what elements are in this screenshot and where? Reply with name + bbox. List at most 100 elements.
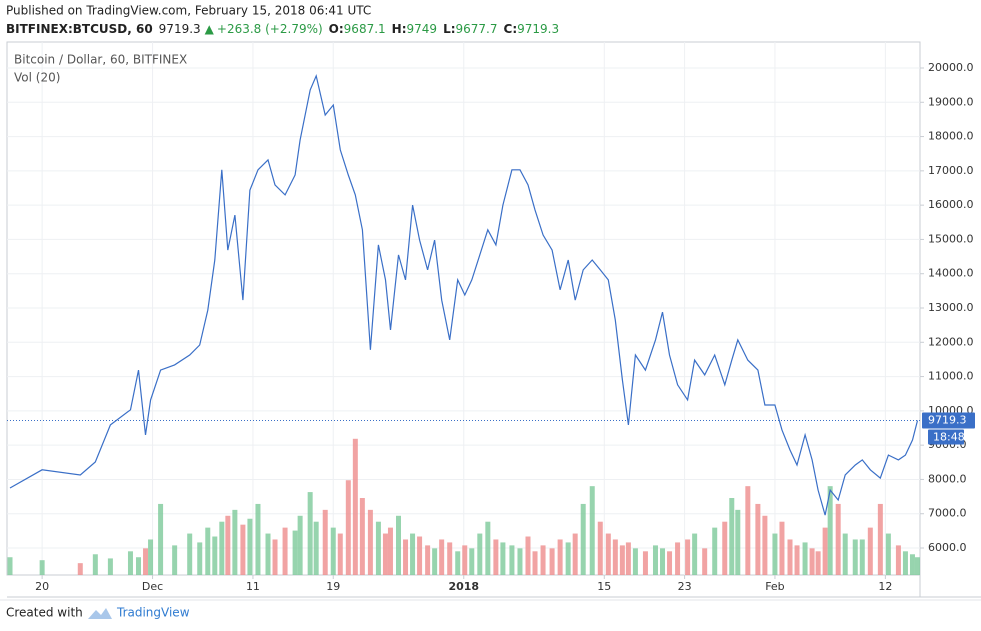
- volume-bar: [247, 518, 253, 575]
- ohlc-label: L:: [443, 22, 455, 36]
- y-tick-label: 13000.0: [928, 301, 974, 314]
- volume-bar: [772, 533, 778, 575]
- y-tick-label: 19000.0: [928, 95, 974, 108]
- volume-bar: [322, 509, 328, 575]
- volume-bar: [509, 545, 515, 575]
- volume-bar: [835, 503, 841, 575]
- volume-bar: [172, 545, 178, 575]
- volume-bar: [107, 558, 113, 575]
- plot: [7, 73, 920, 516]
- volume-bar: [625, 542, 631, 575]
- volume-bar: [297, 515, 303, 575]
- created-with: Created with: [6, 606, 83, 620]
- volume-bar: [77, 563, 83, 575]
- volume-bar: [540, 545, 546, 575]
- volume-bar: [469, 548, 475, 575]
- volume-bar: [702, 548, 708, 575]
- volume-bar: [462, 545, 468, 575]
- volume-bar: [307, 492, 313, 575]
- x-tick-label: Dec: [142, 580, 163, 593]
- volume-bar: [914, 557, 920, 575]
- volume-bar: [867, 527, 873, 575]
- volume-bar: [212, 536, 218, 575]
- volume-bar: [143, 548, 149, 575]
- volume-bar: [619, 545, 625, 575]
- volume-bar: [859, 539, 865, 575]
- volume-bar: [197, 542, 203, 575]
- volume-bar: [572, 533, 578, 575]
- ohlc-label: C:: [504, 22, 518, 36]
- change: +263.8 (+2.79%): [217, 22, 323, 36]
- volume-bar: [493, 539, 499, 575]
- volume-bar: [337, 533, 343, 575]
- volume-bar: [597, 521, 603, 575]
- countdown-box: [928, 429, 964, 445]
- volume-bar: [136, 557, 142, 575]
- volume-bar: [755, 503, 761, 575]
- volume-bar: [815, 551, 821, 575]
- ohlc-label: H:: [392, 22, 407, 36]
- volume-bar: [675, 542, 681, 575]
- y-tick-label: 20000.0: [928, 61, 974, 74]
- volume-bar: [485, 521, 491, 575]
- volume-bar: [439, 539, 445, 575]
- y-tick-label: 14000.0: [928, 267, 974, 280]
- x-tick-label: 11: [246, 580, 260, 593]
- y-tick-label: 17000.0: [928, 164, 974, 177]
- y-tick-label: 15000.0: [928, 232, 974, 245]
- countdown-label: 18:48: [933, 430, 965, 443]
- volume-bar: [827, 486, 833, 575]
- published: Published on TradingView.com, February 1…: [6, 4, 371, 18]
- volume-bar: [652, 545, 658, 575]
- volume-bar: [292, 530, 298, 575]
- volume-bar: [375, 521, 381, 575]
- volume-bar: [842, 533, 848, 575]
- axes: 6000.07000.08000.09000.010000.011000.012…: [35, 61, 975, 593]
- volume-bar: [517, 548, 523, 575]
- volume-bar: [330, 527, 336, 575]
- y-tick-label: 7000.0: [928, 507, 967, 520]
- volume-bar: [762, 515, 768, 575]
- volume-bar: [885, 533, 891, 575]
- x-tick-label: 2018: [448, 580, 479, 593]
- volume-bar: [92, 554, 98, 575]
- volume-bar: [39, 560, 45, 575]
- volume-bar: [632, 548, 638, 575]
- y-tick-label: 12000.0: [928, 335, 974, 348]
- volume-bar: [359, 498, 365, 575]
- volume-bar: [685, 539, 691, 575]
- last-price-label: 9719.3: [928, 413, 967, 426]
- volume-bar: [565, 542, 571, 575]
- brand[interactable]: TradingView: [116, 606, 190, 620]
- logo: [88, 608, 112, 619]
- volume-bar: [802, 542, 808, 575]
- grid: [7, 42, 920, 575]
- volume-bar: [902, 551, 908, 575]
- volume-bar: [500, 542, 506, 575]
- volume-bar: [345, 480, 351, 575]
- last-price-box: [922, 412, 975, 429]
- y-tick-label: 6000.0: [928, 541, 967, 554]
- volume-bar: [410, 533, 416, 575]
- volume-bar: [425, 545, 431, 575]
- volume-bar: [396, 515, 402, 575]
- volume-bar: [282, 527, 288, 575]
- volume-bar: [232, 509, 238, 575]
- x-tick-label: Feb: [765, 580, 784, 593]
- volume-bar: [712, 527, 718, 575]
- volume-bar: [7, 557, 13, 575]
- x-tick-label: 19: [326, 580, 340, 593]
- volume-bar: [692, 533, 698, 575]
- y-tick-label: 11000.0: [928, 370, 974, 383]
- volume-bar: [557, 539, 563, 575]
- volume-bar: [447, 542, 453, 575]
- volume-bar: [417, 536, 423, 575]
- volume: [7, 438, 920, 575]
- symbol: BITFINEX:BTCUSD, 60: [6, 22, 153, 36]
- volume-bar: [477, 533, 483, 575]
- volume-bar: [787, 539, 793, 575]
- logo-mark: [88, 608, 112, 619]
